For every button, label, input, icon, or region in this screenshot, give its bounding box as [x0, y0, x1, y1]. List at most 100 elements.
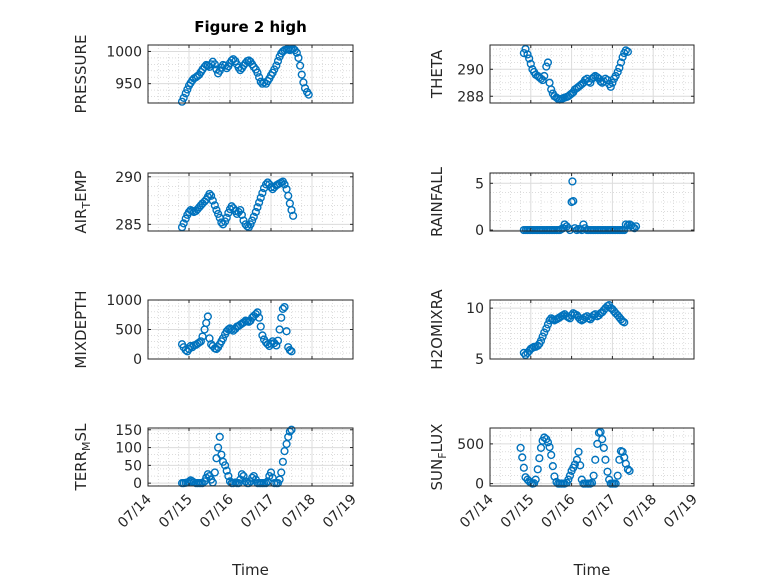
data-point	[536, 336, 546, 345]
data-point	[280, 302, 289, 312]
data-point	[177, 97, 187, 106]
data-point	[255, 198, 264, 207]
data-point	[615, 455, 624, 464]
y-axis-label: MIXDEPTH	[72, 290, 90, 368]
data-point	[574, 447, 583, 456]
data-point	[222, 213, 231, 222]
data-point	[246, 220, 255, 229]
data-point	[277, 313, 286, 322]
data-point	[289, 211, 298, 220]
subplot-3: 285 290 AIRTEMP	[72, 170, 354, 234]
data-point	[266, 183, 276, 192]
data-point	[538, 332, 547, 341]
data-series	[177, 425, 296, 488]
data-series	[516, 427, 634, 488]
data-point	[598, 435, 607, 444]
data-point	[542, 62, 551, 71]
data-point	[543, 438, 553, 447]
data-point	[285, 346, 294, 355]
data-point	[181, 214, 190, 223]
data-point	[210, 201, 219, 210]
data-point	[272, 341, 281, 350]
data-point	[519, 348, 528, 358]
axes-box	[147, 44, 354, 104]
data-point	[623, 47, 633, 56]
data-point	[287, 425, 296, 434]
data-point	[237, 210, 246, 219]
chart-title: Figure 2 high	[194, 18, 307, 36]
data-point	[606, 82, 615, 91]
y-axis-label: H2OMIXRA	[428, 289, 446, 370]
data-point	[208, 196, 217, 205]
data-series	[177, 44, 313, 106]
data-point	[282, 327, 291, 336]
data-point	[284, 432, 293, 442]
x-axis-label: Time	[573, 561, 611, 579]
data-point	[565, 471, 575, 480]
y-tick-label: 50	[124, 458, 142, 474]
data-point	[256, 322, 265, 331]
data-point	[569, 196, 578, 206]
data-point	[214, 443, 223, 452]
y-tick-label: 950	[115, 77, 142, 93]
data-point	[519, 463, 528, 472]
data-point	[542, 324, 551, 333]
y-tick-label: 5	[475, 176, 484, 192]
y-tick-label: 100	[115, 441, 142, 457]
y-axis-label-subscript: M	[80, 441, 93, 451]
y-axis-label: TERRMSL	[72, 423, 93, 492]
y-tick-label: 0	[475, 477, 484, 493]
data-point	[212, 205, 221, 215]
plot-area	[148, 45, 353, 103]
data-point	[272, 61, 281, 70]
data-point	[253, 203, 262, 212]
data-point	[603, 467, 612, 476]
data-point	[630, 224, 639, 233]
data-point	[236, 205, 245, 215]
data-point	[203, 312, 212, 321]
axes-box	[489, 299, 695, 360]
y-tick-label: 290	[115, 170, 142, 186]
data-point	[613, 67, 622, 77]
data-point	[179, 93, 188, 102]
data-series	[519, 177, 641, 235]
y-tick-label: 0	[133, 352, 142, 368]
y-axis-label-part: SL	[72, 423, 90, 442]
data-series	[519, 300, 629, 360]
data-point	[570, 460, 579, 469]
data-point	[616, 58, 626, 67]
data-point	[294, 53, 303, 62]
data-point	[205, 189, 214, 199]
subplot-5: 0 500 1000 MIXDEPTH	[72, 290, 354, 369]
data-point	[258, 188, 267, 198]
data-point	[179, 219, 188, 228]
data-point	[292, 48, 301, 57]
data-point	[591, 455, 600, 464]
y-tick-label: 1000	[106, 44, 142, 60]
data-point	[525, 54, 534, 63]
y-axis-label-subscript: T	[80, 202, 93, 210]
data-point	[220, 217, 230, 226]
data-point	[227, 56, 236, 65]
data-point	[277, 468, 286, 477]
data-point	[210, 468, 219, 477]
data-point	[547, 85, 556, 94]
data-point	[519, 48, 528, 58]
data-point	[220, 461, 230, 470]
data-point	[543, 320, 553, 329]
data-point	[516, 443, 525, 452]
y-tick-label: 5	[475, 352, 484, 368]
data-point	[280, 180, 289, 189]
y-tick-label: 500	[457, 437, 484, 453]
data-point	[620, 318, 629, 327]
data-point	[183, 85, 192, 94]
y-tick-label: 10	[466, 301, 484, 317]
data-point	[535, 454, 544, 463]
data-point	[631, 222, 641, 231]
data-point	[278, 457, 287, 466]
subplot-2: 288 290 THETA	[428, 44, 695, 105]
subplot-4: 0 5 RAINFALL	[428, 166, 695, 239]
data-point	[207, 191, 216, 200]
y-axis-label: RAINFALL	[428, 166, 446, 237]
